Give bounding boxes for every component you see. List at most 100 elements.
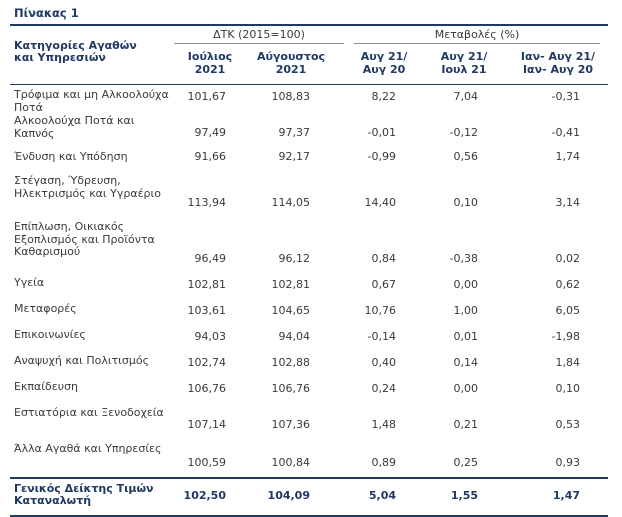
cell-mom: 0,21	[453, 418, 479, 431]
cell-august: 104,65	[271, 304, 311, 317]
cell-mom: 0,00	[453, 278, 479, 291]
header-col-ytd: Ιαν- Αυγ 21/ Ιαν- Αυγ 20	[510, 50, 606, 76]
cell-august: 114,05	[271, 196, 311, 209]
row-label: Επικοινωνίες	[14, 328, 86, 341]
cell-august: 106,76	[271, 382, 311, 395]
table-title: Πίνακας 1	[14, 6, 79, 20]
cell-yoy: 8,22	[371, 90, 397, 103]
cpi-table: ΔΤΚ (2015=100) Μεταβολές (%) Κατηγορίες …	[10, 24, 608, 517]
total-cell-july: 102,50	[183, 489, 226, 502]
header-col-line2: Ιαν- Αυγ 20	[522, 63, 594, 76]
cell-july: 103,61	[187, 304, 227, 317]
header-col-mom: Αυγ 21/ Ιουλ 21	[424, 50, 504, 76]
cell-august: 97,37	[278, 126, 311, 139]
table-row: Αλκοολούχα Ποτά και Καπνός 97,49 97,37 -0,0…	[10, 111, 608, 147]
cell-august: 94,04	[278, 330, 311, 343]
cell-yoy: -0,01	[367, 126, 396, 139]
cell-mom: 0,25	[453, 456, 479, 469]
table-row: Ένδυση και Υπόδηση 91,66 92,17 -0,99 0,56 1,7…	[10, 147, 608, 171]
cell-mom: 1,00	[453, 304, 479, 317]
cell-yoy: 1,48	[371, 418, 397, 431]
header-group-index: ΔΤΚ (2015=100)	[174, 28, 344, 44]
header-col-line2: 2021	[194, 63, 226, 76]
cell-yoy: -0,99	[367, 150, 396, 163]
total-row: Γενικός Δείκτης Τιμών Καταναλωτή 102,50 …	[10, 477, 608, 515]
cell-ytd: 1,84	[555, 356, 581, 369]
header-col-yoy: Αυγ 21/ Αυγ 20	[344, 50, 424, 76]
cell-july: 97,49	[194, 126, 227, 139]
cell-august: 108,83	[271, 90, 311, 103]
cell-july: 101,67	[187, 90, 227, 103]
header-col-august: Αύγουστος 2021	[246, 50, 336, 76]
cell-august: 107,36	[271, 418, 311, 431]
cell-mom: -0,38	[449, 252, 478, 265]
row-label: Μεταφορές	[14, 302, 77, 315]
table-body: Τρόφιμα και μη Αλκοολούχα Ποτά 101,67 108,…	[10, 85, 608, 477]
table-row: Επίπλωση, Οικιακός Εξοπλισμός και Προϊόν…	[10, 217, 608, 273]
cell-august: 92,17	[278, 150, 311, 163]
row-label: Τρόφιμα και μη Αλκοολούχα Ποτά	[14, 88, 169, 114]
cell-ytd: -1,98	[551, 330, 580, 343]
cell-yoy: 0,24	[371, 382, 397, 395]
cell-mom: 0,14	[453, 356, 479, 369]
table-row: Μεταφορές 103,61 104,65 10,76 1,00 6,05	[10, 299, 608, 325]
cell-july: 102,81	[187, 278, 227, 291]
cell-july: 113,94	[187, 196, 227, 209]
cell-ytd: 3,14	[555, 196, 581, 209]
cell-july: 96,49	[194, 252, 227, 265]
total-cell-mom: 1,55	[450, 489, 478, 502]
total-cell-ytd: 1,47	[552, 489, 580, 502]
cell-august: 100,84	[271, 456, 311, 469]
cell-august: 102,81	[271, 278, 311, 291]
table-row: Επικοινωνίες 94,03 94,04 -0,14 0,01 -1,98	[10, 325, 608, 351]
cell-july: 94,03	[194, 330, 227, 343]
cell-yoy: 14,40	[364, 196, 397, 209]
row-label: Υγεία	[14, 276, 45, 289]
cell-mom: 0,01	[453, 330, 479, 343]
table-row: Στέγαση, Ύδρευση, Ηλεκτρισμός και Υγραέρ…	[10, 171, 608, 217]
cell-july: 100,59	[187, 456, 227, 469]
cell-ytd: 0,93	[555, 456, 581, 469]
row-label: Εστιατόρια και Ξενοδοχεία	[14, 406, 164, 419]
table-row: Τρόφιμα και μη Αλκοολούχα Ποτά 101,67 108,…	[10, 85, 608, 114]
header-category-line1: Κατηγορίες Αγαθών	[14, 39, 137, 52]
header-col-line1: Αύγουστος	[256, 50, 326, 63]
total-cell-august: 104,09	[267, 489, 310, 502]
cell-ytd: 6,05	[555, 304, 581, 317]
cell-july: 107,14	[187, 418, 227, 431]
cell-july: 106,76	[187, 382, 227, 395]
row-label: Στέγαση, Ύδρευση, Ηλεκτρισμός και Υγραέρ…	[14, 174, 161, 200]
row-label: Ένδυση και Υπόδηση	[14, 150, 128, 163]
total-label-line1: Γενικός Δείκτης Τιμών	[14, 482, 154, 495]
total-label-line2: Καταναλωτή	[14, 494, 92, 507]
table-row: Υγεία 102,81 102,81 0,67 0,00 0,62	[10, 273, 608, 299]
table-row: Εκπαίδευση 106,76 106,76 0,24 0,00 0,10	[10, 377, 608, 403]
header-col-line2: Αυγ 20	[362, 63, 406, 76]
cell-july: 91,66	[194, 150, 227, 163]
cell-mom: 0,10	[453, 196, 479, 209]
header-col-line1: Ιαν- Αυγ 21/	[520, 50, 596, 63]
cell-ytd: 0,53	[555, 418, 581, 431]
row-label: Αλκοολούχα Ποτά και Καπνός	[14, 114, 135, 140]
row-label: Άλλα Αγαθά και Υπηρεσίες	[14, 442, 162, 455]
cell-yoy: 10,76	[364, 304, 397, 317]
table-row: Αναψυχή και Πολιτισμός 102,74 102,88 0,40 0,…	[10, 351, 608, 377]
header-col-line2: Ιουλ 21	[441, 63, 487, 76]
cell-august: 102,88	[271, 356, 311, 369]
cell-ytd: 0,62	[555, 278, 581, 291]
cell-august: 96,12	[278, 252, 311, 265]
cell-ytd: -0,31	[551, 90, 580, 103]
header-col-line1: Αυγ 21/	[360, 50, 408, 63]
cell-yoy: -0,14	[367, 330, 396, 343]
row-label: Εκπαίδευση	[14, 380, 79, 393]
row-label: Αναψυχή και Πολιτισμός	[14, 354, 150, 367]
header-col-line1: Αυγ 21/	[440, 50, 488, 63]
table-row: Άλλα Αγαθά και Υπηρεσίες 100,59 100,84 0,89…	[10, 439, 608, 477]
header-group-changes: Μεταβολές (%)	[354, 28, 600, 44]
cell-ytd: 1,74	[555, 150, 581, 163]
header-category: Κατηγορίες Αγαθών και Υπηρεσιών	[14, 40, 164, 64]
cell-mom: 7,04	[453, 90, 479, 103]
header-col-line2: 2021	[275, 63, 307, 76]
cell-mom: -0,12	[449, 126, 478, 139]
cell-yoy: 0,67	[371, 278, 397, 291]
